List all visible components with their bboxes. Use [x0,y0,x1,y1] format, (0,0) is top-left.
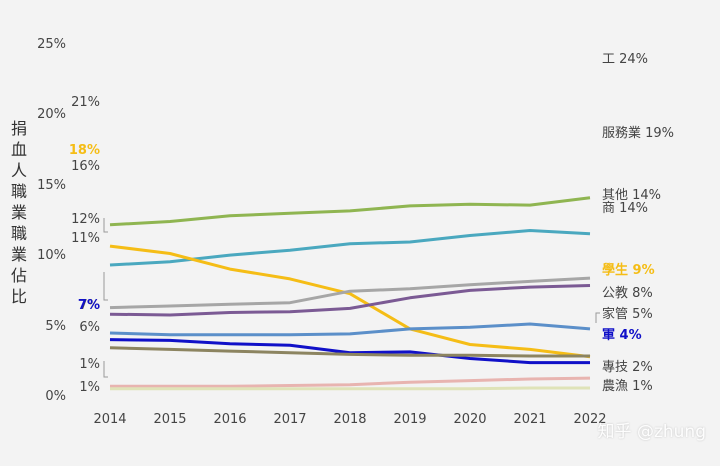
start-label: 21% [71,95,100,110]
y-axis-title: 捐血人職業職業佔比 [8,118,30,307]
start-label: 16% [71,159,100,174]
start-label: 11% [71,231,100,246]
y-axis-title-char: 人 [8,160,30,181]
start-label: 6% [79,320,100,335]
watermark: 知乎 @zhung [598,417,706,442]
start-label: 12% [71,212,100,227]
end-label: 學生 9% [602,262,655,278]
end-label: 農漁 1% [602,379,653,394]
y-tick-label: 10% [37,248,66,263]
end-label: 專技 2% [602,360,653,375]
y-tick-label: 0% [45,389,66,404]
y-axis-title-char: 職 [8,223,30,244]
end-label: 公教 8% [602,285,653,301]
y-tick-label: 25% [37,37,66,52]
series-line-9 [110,378,590,386]
end-label: 工 24% [602,52,648,67]
x-tick-label: 2014 [93,412,126,427]
label-bracket [596,313,600,323]
x-tick-label: 2020 [453,412,486,427]
y-axis-title-char: 捐 [8,118,30,139]
y-tick-label: 20% [37,107,66,122]
y-axis-title-char: 比 [8,286,30,307]
end-label: 服務業 19% [602,125,674,141]
end-label: 商 14% [602,201,648,216]
end-label: 家管 5% [602,306,653,322]
y-tick-label: 15% [37,178,66,193]
x-tick-label: 2016 [213,412,246,427]
start-label: 18% [69,143,100,158]
x-tick-label: 2015 [153,412,186,427]
left-axis-labels: 25% 20% 15% 10% 5% 0% [37,37,66,404]
series-line-1 [110,198,590,225]
label-bracket [104,218,108,232]
series-lines [110,198,590,389]
x-tick-label: 2019 [393,412,426,427]
label-bracket [104,361,108,377]
y-tick-label: 5% [45,319,66,334]
end-labels: 工 24%服務業 19%學生 9%其他 14%商 14%公教 8%軍 4%家管 … [596,52,674,394]
x-tick-label: 2017 [273,412,306,427]
label-bracket [104,272,108,300]
series-line-2 [110,231,590,266]
y-axis-title-char: 佔 [8,265,30,286]
start-labels: 21%16%18%12%11%7%7%6%1%1% [69,95,108,395]
x-tick-label: 2018 [333,412,366,427]
start-label: 1% [79,380,100,395]
end-label: 軍 4% [602,328,642,343]
y-axis-title-char: 業 [8,202,30,223]
y-axis-title-char: 職 [8,181,30,202]
y-axis-title-char: 血 [8,139,30,160]
x-tick-label: 2021 [513,412,546,427]
start-label: 1% [79,357,100,372]
series-line-6 [110,324,590,335]
series-line-10 [110,388,590,389]
y-axis-title-char: 業 [8,244,30,265]
start-label: 7% [78,298,100,313]
